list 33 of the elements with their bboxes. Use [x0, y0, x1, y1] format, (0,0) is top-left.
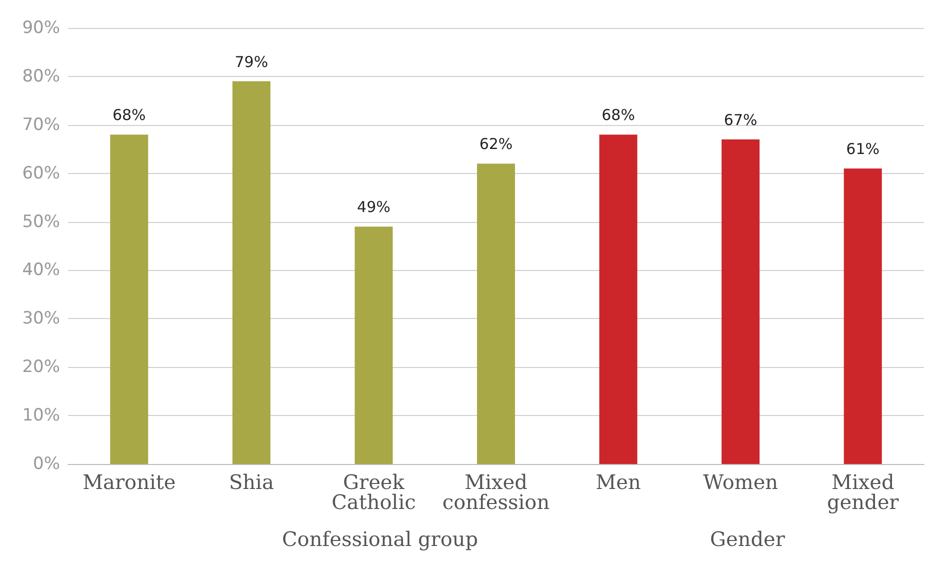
text: Confessional group	[282, 527, 478, 551]
y-tick-label: 80%	[22, 66, 60, 86]
x-tick-label: Shia	[228, 470, 274, 494]
data-label: 49%	[357, 198, 390, 216]
y-tick-label: 40%	[22, 260, 60, 280]
data-label: 68%	[112, 106, 146, 124]
x-tick-label: Maronite	[82, 470, 176, 494]
x-tick-label: Women	[703, 470, 778, 494]
y-tick-label: 50%	[22, 212, 60, 232]
bar	[477, 164, 515, 464]
y-tick-label: 0%	[33, 454, 60, 474]
bar	[844, 168, 882, 464]
data-label: 68%	[602, 106, 635, 124]
y-tick-label: 90%	[22, 18, 60, 38]
y-tick-label: 20%	[22, 357, 60, 378]
x-tick-label: Mixed confession	[442, 470, 550, 514]
y-tick-label: 60%	[22, 163, 60, 184]
y-tick-label: 10%	[22, 406, 60, 426]
x-tick-label: Mixed gender	[827, 470, 900, 514]
x-tick-label: Men	[596, 470, 641, 494]
bar	[232, 81, 270, 464]
data-label: 61%	[846, 140, 880, 158]
y-tick-label: 70%	[22, 114, 60, 135]
bar	[354, 226, 393, 464]
bar	[722, 139, 760, 464]
data-label: 67%	[724, 110, 758, 129]
data-label: 62%	[479, 135, 513, 154]
y-tick-label: 30%	[22, 308, 60, 329]
bar	[599, 134, 638, 464]
text: Gender	[710, 527, 786, 551]
data-label: 79%	[234, 52, 268, 71]
bar	[110, 134, 148, 464]
x-tick-label: Greek Catholic	[332, 470, 416, 514]
